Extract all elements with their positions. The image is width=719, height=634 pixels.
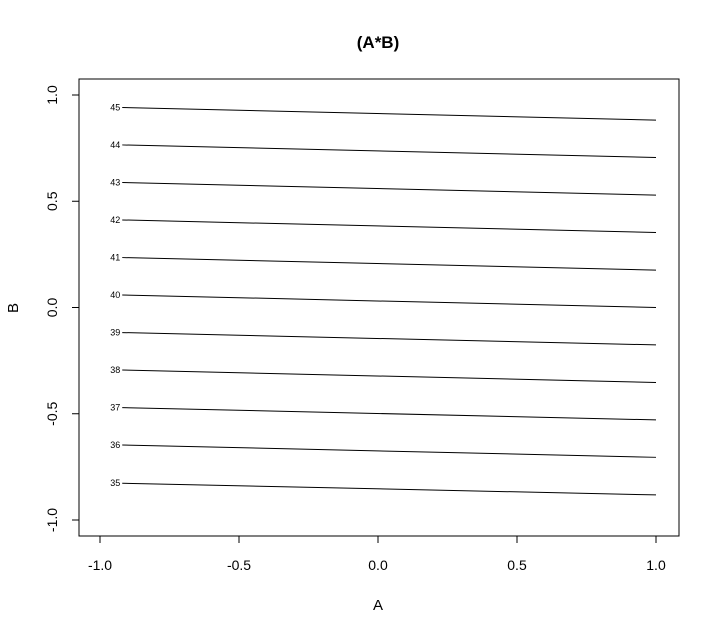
x-tick-label: -0.5 xyxy=(227,557,251,573)
y-tick-label: -1.0 xyxy=(44,508,60,532)
y-tick-label: 0.5 xyxy=(44,191,60,211)
x-axis-label: A xyxy=(373,597,383,614)
contour-label-36: 36 xyxy=(110,440,120,450)
x-tick-label: 1.0 xyxy=(646,557,666,573)
contour-line-43 xyxy=(122,182,657,196)
y-tick-label: 1.0 xyxy=(44,85,60,105)
contour-label-43: 43 xyxy=(110,178,120,188)
contour-line-37 xyxy=(122,407,657,421)
x-tick-label: -1.0 xyxy=(88,557,112,573)
contour-lines: 35 36 37 38 39 40 41 42 43 44 45 xyxy=(110,103,657,496)
y-tick-label: 0.0 xyxy=(44,298,60,318)
contour-label-39: 39 xyxy=(110,328,120,338)
contour-label-45: 45 xyxy=(110,103,120,113)
contour-line-44 xyxy=(122,144,657,158)
x-axis: -1.0 -0.5 0.0 0.5 1.0 xyxy=(88,535,666,573)
contour-line-35 xyxy=(122,482,657,496)
y-tick-label: -0.5 xyxy=(44,401,60,425)
contour-label-38: 38 xyxy=(110,365,120,375)
contour-label-40: 40 xyxy=(110,290,120,300)
chart-title: (A*B) xyxy=(357,33,400,52)
contour-label-35: 35 xyxy=(110,478,120,488)
contour-line-40 xyxy=(122,294,657,308)
contour-line-38 xyxy=(122,369,657,384)
contour-line-39 xyxy=(122,332,657,346)
contour-label-44: 44 xyxy=(110,140,120,150)
contour-line-45 xyxy=(122,107,657,121)
contour-line-41 xyxy=(122,257,657,271)
contour-line-36 xyxy=(122,444,657,458)
contour-label-37: 37 xyxy=(110,403,120,413)
contour-label-41: 41 xyxy=(110,253,120,263)
y-axis: -1.0 -0.5 0.0 0.5 1.0 xyxy=(44,85,80,532)
plot-frame xyxy=(78,78,680,537)
contour-line-42 xyxy=(122,219,657,233)
x-tick-label: 0.0 xyxy=(368,557,388,573)
y-axis-label: B xyxy=(5,303,22,313)
contour-label-42: 42 xyxy=(110,215,120,225)
x-tick-label: 0.5 xyxy=(507,557,527,573)
